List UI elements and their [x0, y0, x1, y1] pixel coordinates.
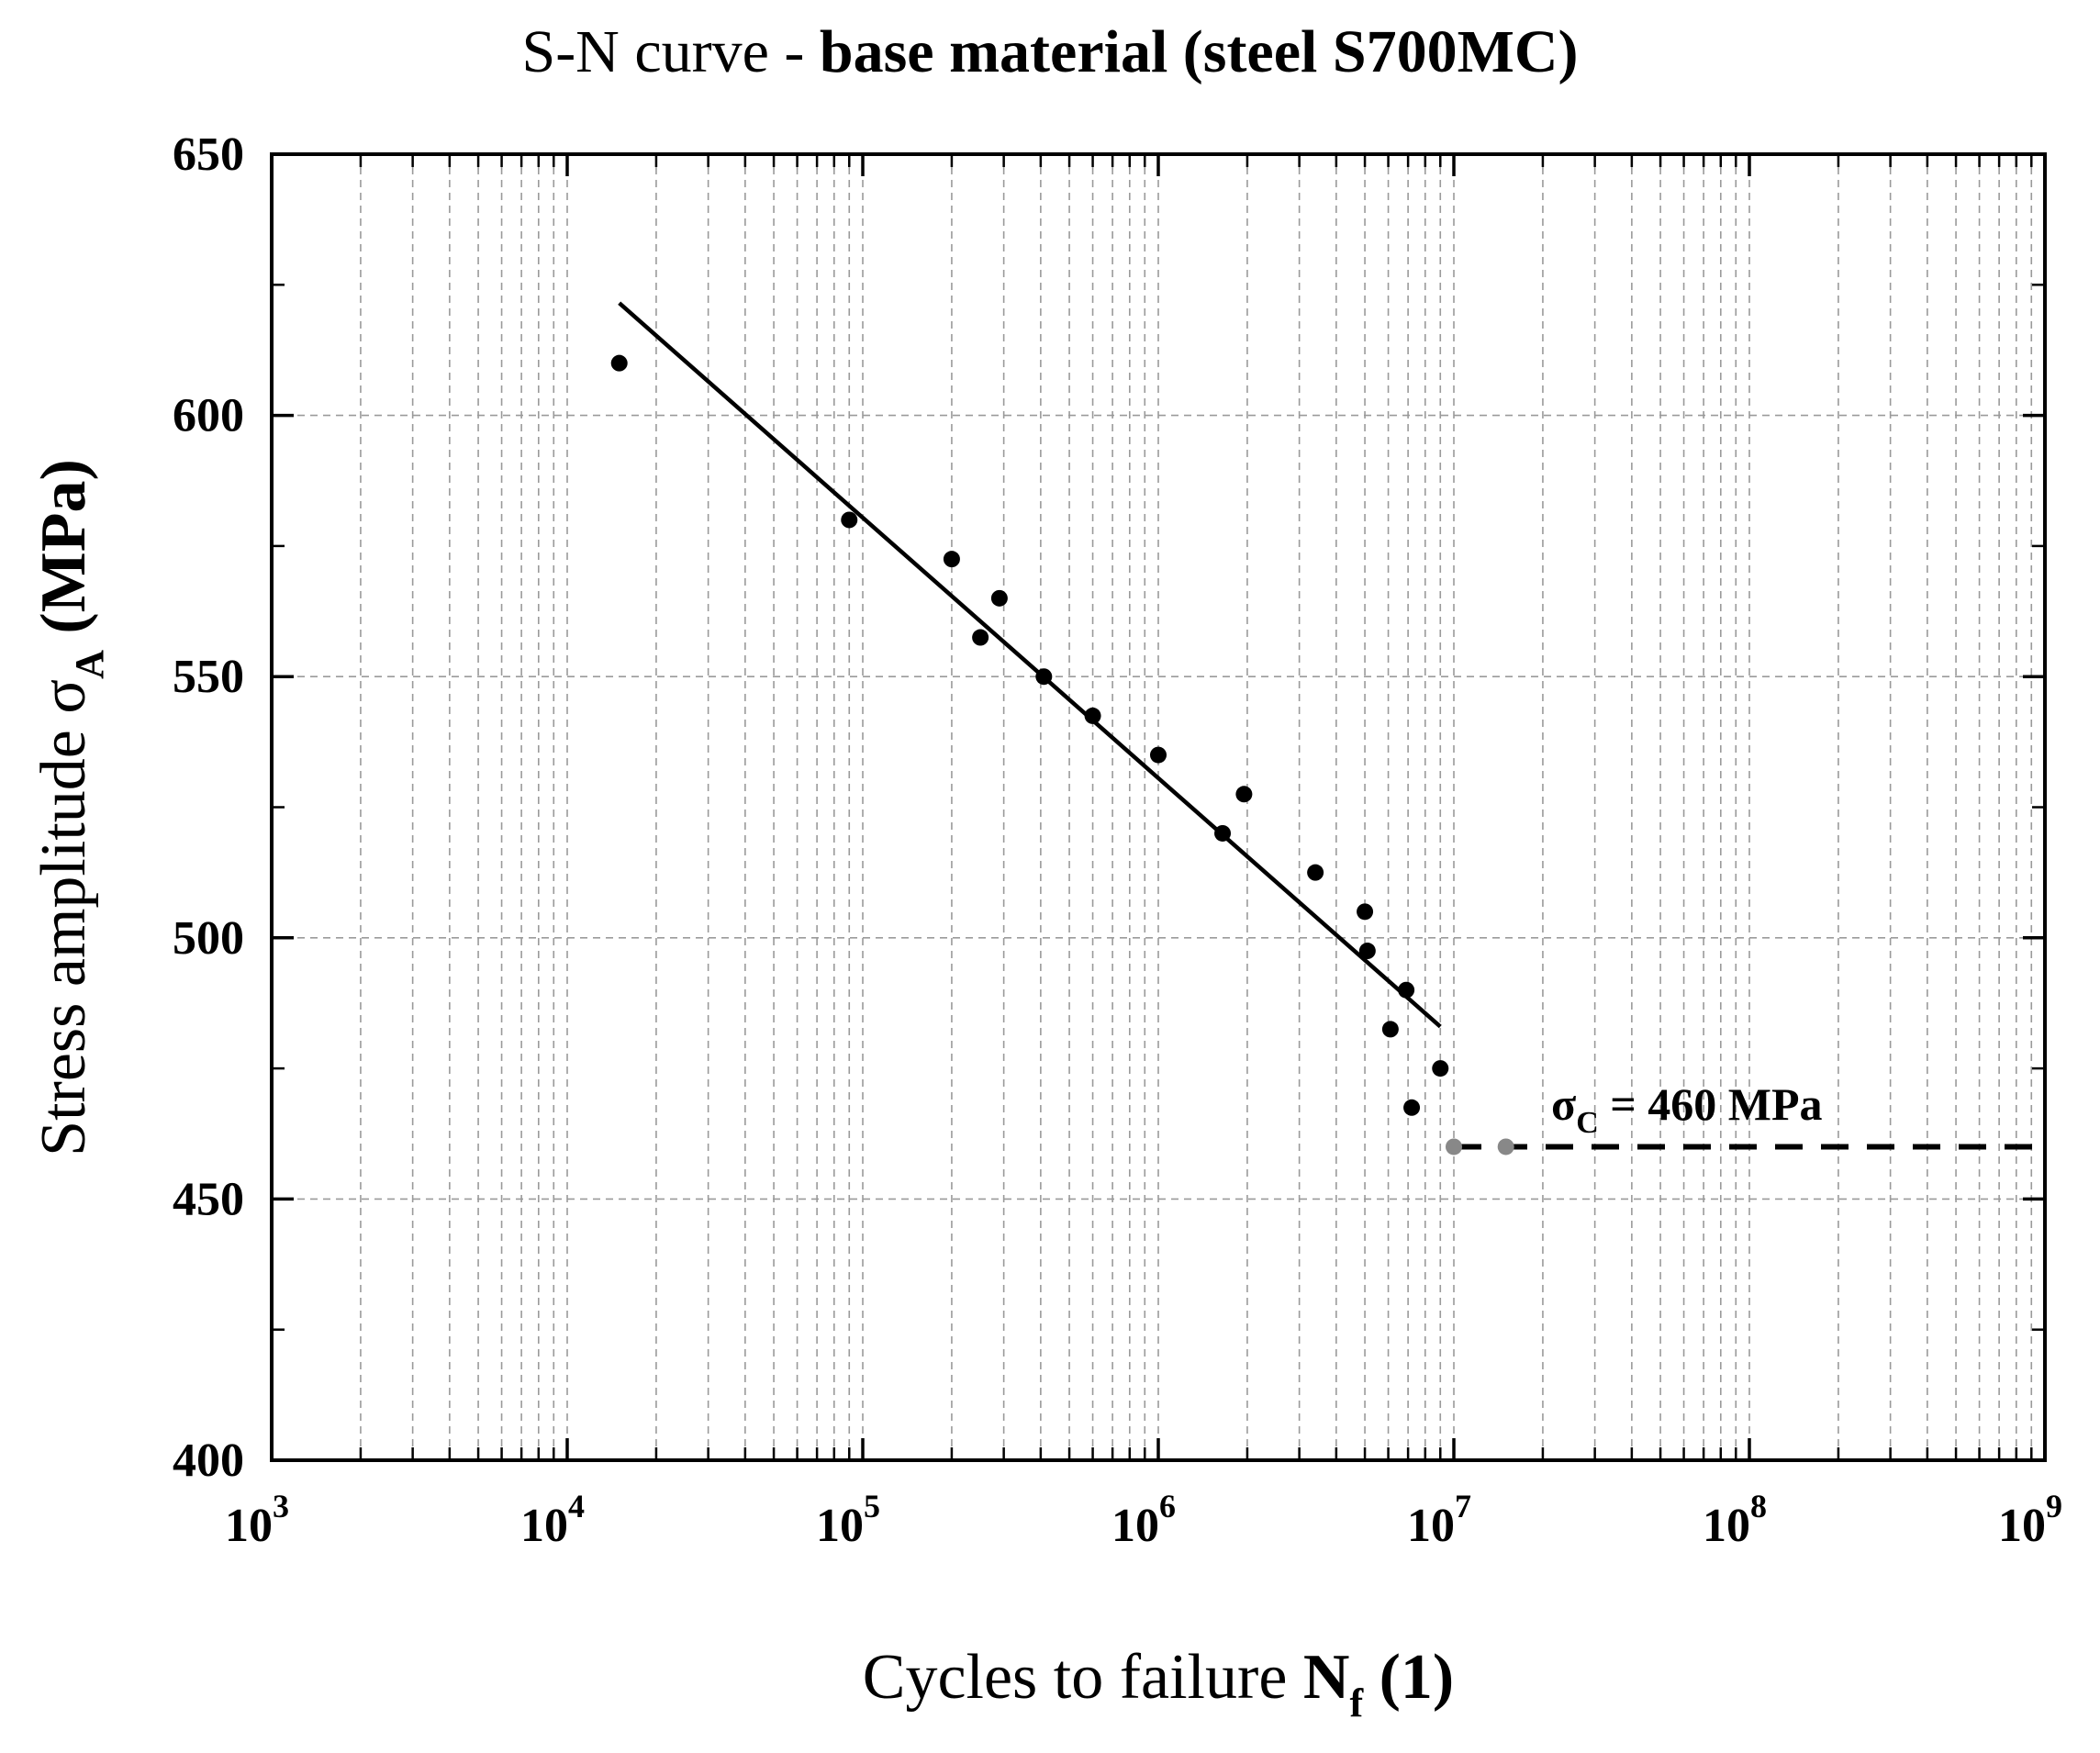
runout-point — [1497, 1138, 1514, 1156]
data-point — [1403, 1099, 1421, 1116]
x-tick-label-base: 10 — [816, 1500, 864, 1552]
x-tick-label: 107 — [1407, 1488, 1471, 1552]
data-point — [1150, 746, 1167, 764]
y-tick-label: 450 — [173, 1173, 244, 1225]
x-tick-label: 105 — [816, 1488, 880, 1552]
x-tick-label: 109 — [1998, 1488, 2062, 1552]
chart-title-normal: S-N curve - — [521, 18, 819, 85]
data-point — [1358, 943, 1376, 960]
x-tick-label: 106 — [1111, 1488, 1176, 1552]
data-point — [1381, 1021, 1399, 1038]
regression-line — [618, 301, 1442, 1029]
grid-lines — [272, 154, 2045, 1460]
data-point — [1432, 1060, 1449, 1077]
x-axis-title-text: Cycles to failure — [863, 1642, 1303, 1713]
y-tick-label: 500 — [173, 912, 244, 965]
y-axis-title: Stress amplitude σA (MPa) — [28, 459, 112, 1156]
x-tick-label-base: 10 — [225, 1500, 273, 1552]
y-tick-label: 550 — [173, 651, 244, 703]
data-point — [1398, 981, 1415, 999]
data-point — [1035, 668, 1053, 686]
fatigue-limit-label: σC = 460 MPa — [1551, 1078, 1823, 1140]
x-tick-label-exponent: 8 — [1750, 1488, 1767, 1524]
data-point — [1307, 864, 1324, 881]
y-axis-title-text: Stress amplitude σ — [28, 679, 99, 1156]
x-tick-label-exponent: 5 — [864, 1488, 880, 1524]
x-tick-label: 108 — [1703, 1488, 1767, 1552]
x-axis-title-symbol: N — [1303, 1642, 1350, 1713]
data-point — [1084, 707, 1101, 724]
x-axis-title: Cycles to failure Nf (1) — [863, 1642, 1454, 1725]
x-tick-label-base: 10 — [1998, 1500, 2046, 1552]
chart-title-bold: base material (steel S700MC) — [820, 18, 1579, 85]
y-tick-label: 400 — [173, 1435, 244, 1487]
x-axis-title-unit: (1) — [1363, 1642, 1454, 1713]
x-axis-title-subscript: f — [1349, 1680, 1364, 1725]
data-layer — [610, 301, 2045, 1156]
data-point — [1214, 824, 1232, 842]
y-tick-label: 650 — [173, 128, 244, 181]
data-point — [1235, 786, 1253, 803]
y-tick-labels: 400 450 500 550 600 650 — [173, 128, 244, 1487]
chart-title: S-N curve - base material (steel S700MC) — [521, 18, 1578, 85]
runout-point — [1446, 1138, 1462, 1156]
data-point — [610, 354, 628, 372]
x-tick-labels: 103 104 105 106 107 108 109 — [225, 1488, 2062, 1552]
y-axis-title-subscript: A — [67, 650, 112, 679]
x-tick-label-base: 10 — [1703, 1500, 1750, 1552]
y-axis-title-unit: (MPa) — [28, 459, 99, 650]
x-tick-label-base: 10 — [1407, 1500, 1455, 1552]
x-tick-label: 104 — [520, 1488, 585, 1552]
x-tick-label-exponent: 7 — [1455, 1488, 1471, 1524]
data-point — [990, 589, 1008, 607]
x-tick-label-exponent: 9 — [2046, 1488, 2062, 1524]
x-tick-label-exponent: 3 — [273, 1488, 289, 1524]
data-point — [841, 511, 858, 529]
fatigue-limit-text: = 460 MPa — [1599, 1078, 1823, 1130]
data-point — [972, 629, 989, 646]
fatigue-limit-subscript: C — [1576, 1106, 1599, 1140]
x-tick-label-exponent: 4 — [568, 1488, 585, 1524]
x-tick-label-exponent: 6 — [1159, 1488, 1176, 1524]
y-tick-label: 600 — [173, 390, 244, 442]
x-tick-label-base: 10 — [1111, 1500, 1159, 1552]
x-tick-label-base: 10 — [520, 1500, 568, 1552]
data-point — [1357, 903, 1374, 921]
data-point — [943, 551, 960, 568]
axis-ticks — [270, 152, 2047, 1462]
fatigue-limit-symbol: σ — [1551, 1078, 1576, 1130]
x-tick-label: 103 — [225, 1488, 289, 1552]
